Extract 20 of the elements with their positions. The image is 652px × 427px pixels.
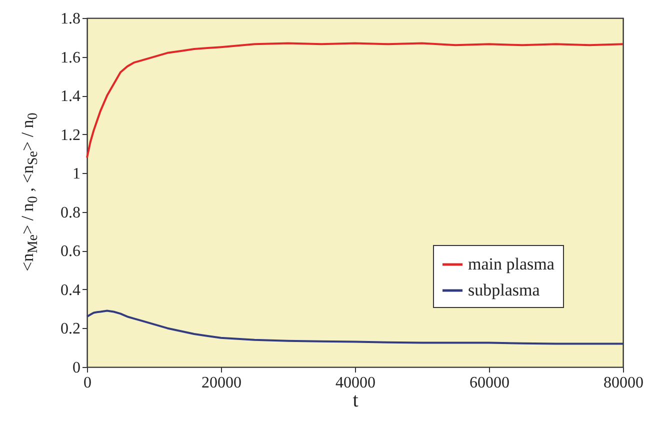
x-tick-label: 60000 <box>470 374 510 392</box>
y-tick-label: 1.4 <box>60 88 80 106</box>
legend-label: subplasma <box>468 280 540 300</box>
legend-label: main plasma <box>468 254 555 274</box>
x-tick-label: 20000 <box>202 374 242 392</box>
y-tick-label: 0.2 <box>60 320 80 338</box>
y-tick-label: 1 <box>72 166 80 183</box>
line-series <box>86 42 624 159</box>
y-tick-label: 0 <box>72 360 80 376</box>
x-tick-label: 80000 <box>604 374 644 392</box>
y-tick-label: 0.4 <box>60 282 80 299</box>
y-tick-label: 1.2 <box>60 126 80 144</box>
y-tick-label: 0.8 <box>60 204 80 222</box>
y-tick-label: 0.6 <box>60 243 80 260</box>
x-tick-label: 40000 <box>336 374 376 392</box>
x-tick-label: 0 <box>84 374 92 392</box>
y-tick-label: 1.8 <box>60 10 80 28</box>
y-tick-label: 1.6 <box>60 49 80 66</box>
x-axis-title: t <box>352 390 359 412</box>
line-series <box>86 310 624 345</box>
